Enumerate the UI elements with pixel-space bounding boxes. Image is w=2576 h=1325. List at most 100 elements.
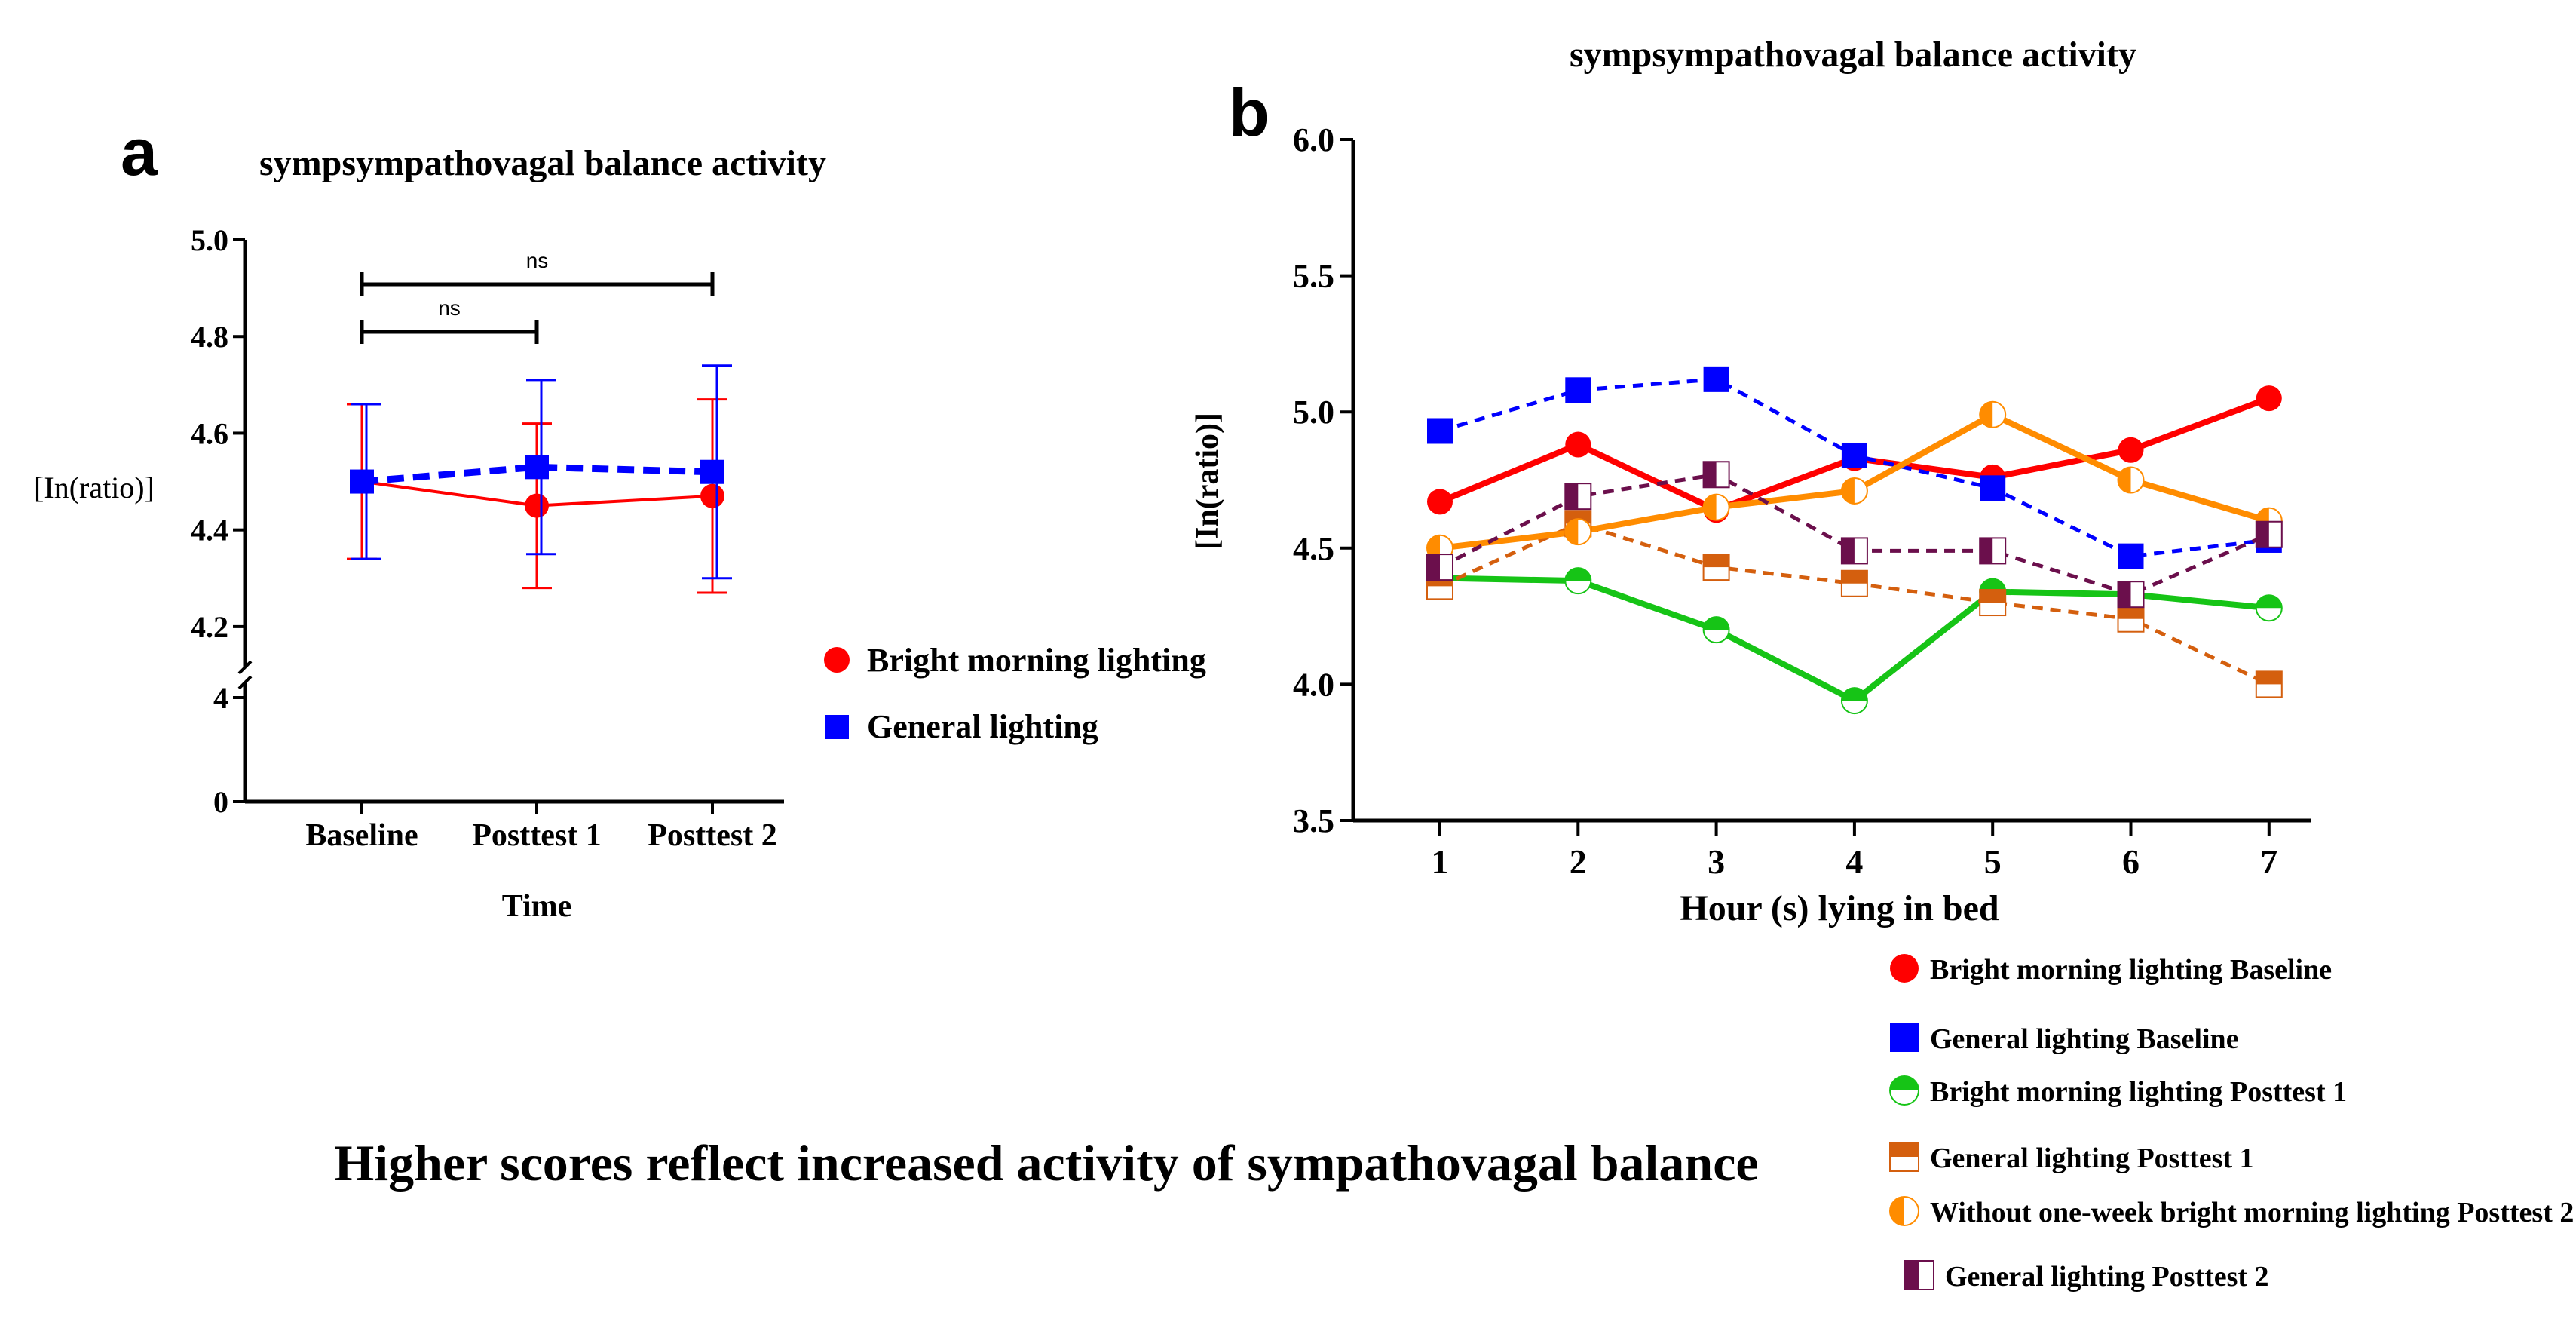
panel-b-legend-marker xyxy=(1889,1196,1919,1226)
panel-a-title: sympsympathovagal balance activity xyxy=(259,143,826,183)
panel-b-legend-marker xyxy=(1889,1142,1919,1172)
panel-a-x-tick-label: Posttest 1 xyxy=(472,818,601,853)
marker-half-fill xyxy=(1980,401,1993,428)
marker-half-fill xyxy=(2118,606,2144,619)
panel-b-y-tick-label: 4.0 xyxy=(1293,666,1334,703)
marker-half-fill xyxy=(2118,467,2131,493)
marker-half-fill xyxy=(1841,477,1855,504)
panel-b-legend-marker xyxy=(1889,1075,1919,1106)
legend-marker-circle xyxy=(824,647,850,673)
panel-b-x-tick-label: 2 xyxy=(1570,842,1587,881)
marker-half-fill xyxy=(2256,671,2282,685)
marker-half-fill xyxy=(2256,521,2269,547)
panel-label-b: b xyxy=(1229,75,1270,150)
panel-b-data-point xyxy=(1564,567,1592,595)
panel-a-y-label: [In(ratio)] xyxy=(34,471,155,505)
panel-b-data-point xyxy=(1564,483,1592,511)
panel-b-data-point xyxy=(2255,520,2283,548)
panel-a-y-tick-label: 0 xyxy=(213,785,228,819)
marker-circle xyxy=(1565,431,1591,458)
panel-b-data-point xyxy=(1841,442,1867,468)
panel-b-y-tick-label: 3.5 xyxy=(1293,802,1334,839)
panel-b-legend-label: Bright morning lighting Posttest 1 xyxy=(1930,1076,2347,1108)
marker-half-fill xyxy=(1841,688,1867,701)
panel-b-legend: Bright morning lighting Baseline General … xyxy=(1889,954,2574,1293)
panel-b-x-tick-label: 1 xyxy=(1432,842,1449,881)
panel-a-data-point xyxy=(350,469,374,494)
panel-a-legend: Bright morning lighting General lighting xyxy=(824,642,1206,745)
panel-a-series-line xyxy=(361,463,713,486)
panel-a-y-tick-label: 4.8 xyxy=(191,320,228,354)
panel-a-data-point xyxy=(525,493,549,518)
panel-b-data-point xyxy=(2255,670,2283,698)
panel-b-legend-label: General lighting Posttest 1 xyxy=(1930,1143,2254,1174)
panel-b-data-point xyxy=(2117,605,2145,633)
panel-b-data-point xyxy=(2256,385,2282,412)
marker-half-fill xyxy=(1980,538,1993,564)
marker-half-fill xyxy=(1565,483,1579,510)
panel-b-legend-item: Bright morning lighting Posttest 1 xyxy=(1889,1075,2347,1108)
panel-a-y-tick-label: 5.0 xyxy=(191,223,228,257)
panel-b-legend-item: General lighting Posttest 2 xyxy=(1904,1260,2269,1293)
panel-a-y-tick-label: 4.2 xyxy=(191,610,228,644)
panel-b-data-point xyxy=(1702,461,1730,489)
marker-half-fill xyxy=(1841,570,1867,584)
marker-square xyxy=(2118,543,2144,569)
panel-a-significance-label: ns xyxy=(438,296,461,320)
panel-b-data-point xyxy=(1564,518,1592,546)
panel-b-legend-label: Bright morning lighting Baseline xyxy=(1930,954,2332,986)
panel-a-data-point xyxy=(525,455,549,480)
panel-label-a: a xyxy=(121,115,158,189)
panel-b-y-tick-label: 5.0 xyxy=(1293,394,1334,431)
panel-b-data-point xyxy=(1979,537,2007,565)
panel-b-data-point xyxy=(2117,581,2145,609)
panel-b-legend-item: Bright morning lighting Baseline xyxy=(1890,954,2332,986)
marker-circle xyxy=(1427,489,1453,515)
panel-b-data-point xyxy=(1840,569,1868,597)
marker-half-fill xyxy=(1565,568,1591,581)
panel-b-plot: 3.5 4.0 4.5 5.0 5.5 6.0 1 2 3 4 5 6 7 xyxy=(1293,121,2311,881)
panel-b-data-point xyxy=(2118,437,2144,463)
marker-circle xyxy=(2256,385,2282,412)
panel-b-y-tick-label: 5.5 xyxy=(1293,258,1334,295)
marker-half-fill xyxy=(1905,1261,1919,1290)
panel-b-legend-item: Without one-week bright morning lighting… xyxy=(1889,1196,2574,1228)
marker-half-fill xyxy=(1565,519,1579,545)
marker-circle xyxy=(1890,954,1919,983)
panel-b-data-point xyxy=(1426,554,1453,581)
panel-b-x-tick-label: 4 xyxy=(1845,842,1863,881)
marker-half-fill xyxy=(1703,554,1729,568)
panel-a-legend-label-bright: Bright morning lighting xyxy=(867,642,1206,679)
panel-b-y-tick-label: 6.0 xyxy=(1293,121,1334,158)
marker-square xyxy=(1890,1023,1919,1052)
marker-square xyxy=(1841,442,1867,468)
panel-b-legend-marker xyxy=(1904,1260,1934,1290)
marker-half-fill xyxy=(2256,595,2282,609)
marker-half-fill xyxy=(1427,554,1440,581)
panel-b-data-point xyxy=(1427,418,1453,444)
marker-half-fill xyxy=(1703,462,1717,488)
panel-b-data-point xyxy=(1703,366,1729,392)
panel-a-significance-bracket xyxy=(360,272,715,296)
panel-a-significance-label: ns xyxy=(526,249,549,272)
panel-b-data-point xyxy=(1840,477,1868,505)
panel-a-data-point xyxy=(700,459,724,484)
marker-half-fill xyxy=(1890,1143,1919,1157)
panel-b-data-point xyxy=(1979,589,2007,617)
panel-b-data-point xyxy=(1565,377,1591,403)
panel-b-x-tick-label: 3 xyxy=(1708,842,1725,881)
panel-b-legend-item: General lighting Baseline xyxy=(1890,1023,2239,1055)
panel-a-x-tick-label: Baseline xyxy=(305,818,418,853)
marker-half-fill xyxy=(1980,578,2006,592)
panel-a-legend-item-bright: Bright morning lighting xyxy=(824,642,1206,679)
panel-b-data-point xyxy=(2255,594,2283,622)
marker-half-fill xyxy=(1703,617,1729,630)
marker-square xyxy=(1565,377,1591,403)
panel-a-legend-item-general: General lighting xyxy=(825,708,1098,745)
panel-b-data-point xyxy=(1979,400,2007,428)
legend-marker-square xyxy=(825,715,849,739)
panel-b-data-point xyxy=(1840,687,1868,715)
panel-b-legend-item: General lighting Posttest 1 xyxy=(1889,1142,2254,1174)
panel-b-data-point xyxy=(1702,616,1730,644)
